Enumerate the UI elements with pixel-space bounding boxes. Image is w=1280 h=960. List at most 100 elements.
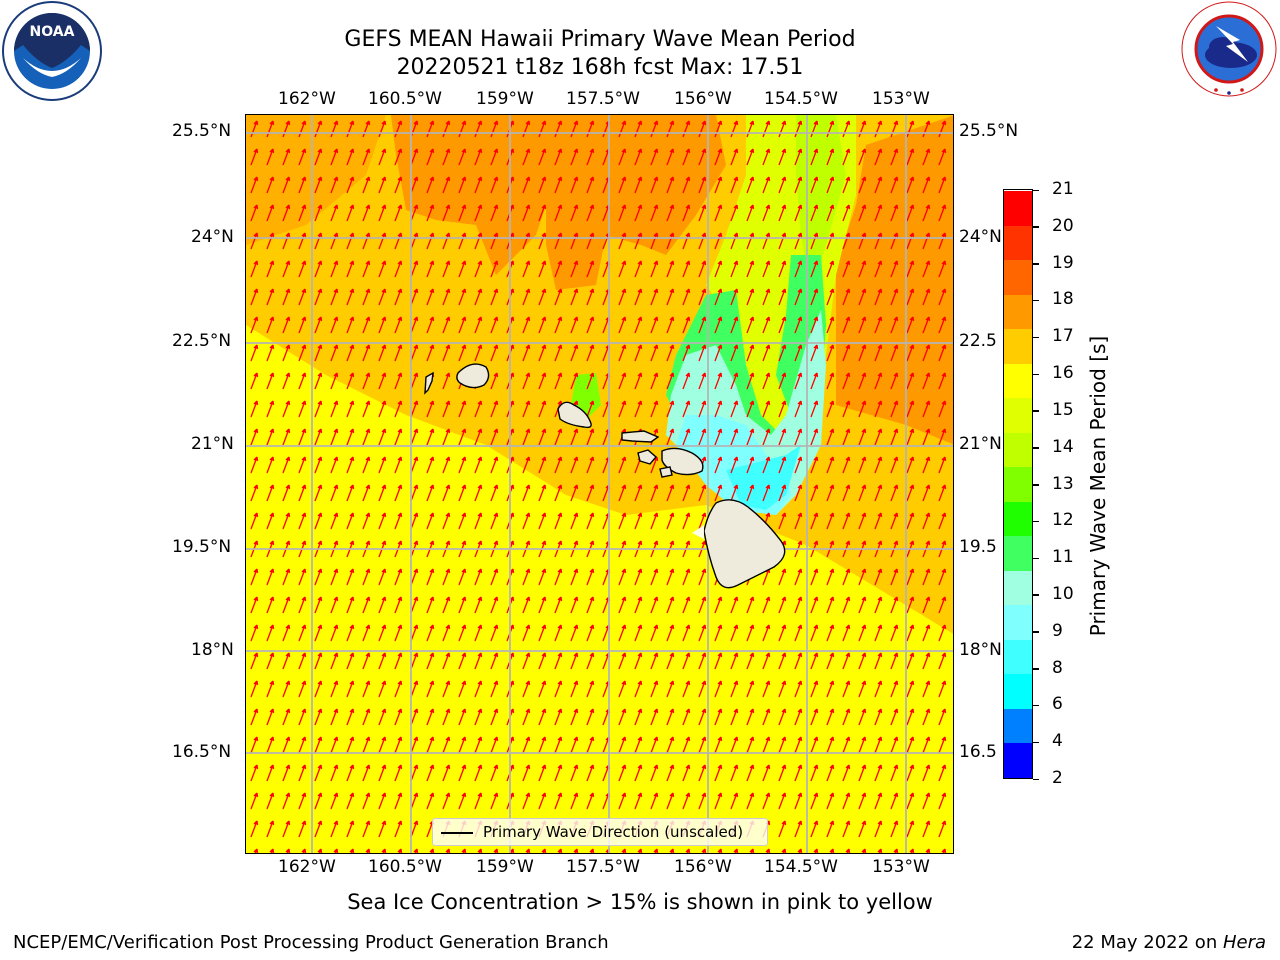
big-island-coastal-halo — [692, 525, 704, 539]
map-svg — [246, 115, 953, 853]
colorbar-segment — [1004, 708, 1032, 744]
colorbar-tick-mark — [1033, 189, 1039, 191]
colorbar-segment — [1004, 570, 1032, 606]
island-hawaii — [703, 499, 786, 589]
legend-label: Primary Wave Direction (unscaled) — [483, 823, 744, 841]
lon-label-bottom-2: 159°W — [476, 857, 534, 877]
chart-title-line-2: 20220521 t18z 168h fcst Max: 17.51 — [396, 55, 804, 80]
colorbar-segment — [1004, 535, 1032, 571]
colorbar-tick-mark — [1033, 373, 1039, 376]
colorbar-tick-mark — [1033, 631, 1039, 633]
noaa-logo-text: NOAA — [30, 24, 75, 40]
colorbar-tick-mark — [1033, 520, 1039, 523]
legend-line-sample — [441, 832, 473, 834]
colorbar-tick-mark — [1033, 447, 1039, 449]
colorbar-tick-mark — [1033, 557, 1039, 560]
colorbar-tick-label: 14 — [1052, 436, 1074, 457]
colorbar-tick-mark — [1033, 299, 1039, 302]
sea-ice-caption: Sea Ice Concentration > 15% is shown in … — [347, 890, 933, 914]
chart-title-line-1: GEFS MEAN Hawaii Primary Wave Mean Perio… — [344, 27, 856, 52]
colorbar-tick-label: 12 — [1052, 510, 1074, 531]
colorbar-segment — [1004, 363, 1032, 399]
lat-label-left-4: 19.5°N — [172, 537, 232, 557]
colorbar-segment — [1004, 466, 1032, 502]
colorbar-tick-label: 18 — [1052, 289, 1074, 310]
colorbar-tick-label: 17 — [1052, 326, 1074, 347]
colorbar-segment — [1004, 328, 1032, 364]
lon-label-bottom-5: 154.5°W — [764, 857, 838, 877]
lon-label-top-1: 160.5°W — [368, 89, 442, 109]
footer-left: NCEP/EMC/Verification Post Processing Pr… — [13, 932, 609, 953]
colorbar-tick-mark — [1033, 484, 1039, 486]
colorbar-label: Primary Wave Mean Period [s] — [1086, 335, 1110, 637]
colorbar-segment — [1004, 639, 1032, 675]
lat-label-right-5: 18°N — [959, 640, 1002, 660]
footer-date: 22 May 2022 on — [1071, 932, 1223, 953]
lon-label-top-0: 162°W — [278, 89, 336, 109]
lat-label-left-0: 25.5°N — [172, 121, 232, 141]
lon-label-bottom-0: 162°W — [278, 857, 336, 877]
colorbar-tick-mark — [1033, 778, 1039, 780]
lat-label-left-6: 16.5°N — [172, 742, 232, 762]
colorbar-tick-label: 20 — [1052, 215, 1074, 236]
colorbar-segment — [1004, 294, 1032, 330]
colorbar-segment — [1004, 604, 1032, 640]
lon-label-top-5: 154.5°W — [764, 89, 838, 109]
wave-period-map — [245, 114, 954, 854]
colorbar-tick-label: 21 — [1052, 179, 1074, 199]
colorbar-tick-label: 8 — [1052, 657, 1063, 678]
colorbar-tick-label: 4 — [1052, 731, 1063, 752]
footer-right: 22 May 2022 on Hera — [1072, 932, 1266, 953]
colorbar-tick-label: 13 — [1052, 473, 1074, 494]
colorbar-tick-label: 15 — [1052, 399, 1074, 420]
island-oahu — [557, 401, 592, 429]
map-legend: Primary Wave Direction (unscaled) — [432, 818, 768, 846]
lon-label-top-2: 159°W — [476, 89, 534, 109]
lat-label-right-0: 25.5°N — [959, 121, 1019, 141]
colorbar-tick-label: 16 — [1052, 363, 1074, 384]
nws-logo — [1178, 0, 1280, 98]
colorbar-segment — [1004, 432, 1032, 468]
island-lanai — [637, 449, 657, 465]
footer-machine: Hera — [1222, 932, 1266, 953]
colorbar-segment — [1004, 225, 1032, 261]
colorbar-segment — [1004, 259, 1032, 295]
lon-label-top-6: 153°W — [872, 89, 930, 109]
colorbar-tick-label: 2 — [1052, 768, 1063, 788]
lat-label-right-3: 21°N — [959, 434, 1002, 454]
colorbar — [1003, 189, 1033, 779]
graticule — [246, 115, 953, 853]
colorbar-tick-mark — [1033, 668, 1039, 670]
wave-direction-arrows — [246, 115, 953, 853]
colorbar-tick-mark — [1033, 704, 1039, 707]
lon-label-bottom-6: 153°W — [872, 857, 930, 877]
island-kauai — [456, 363, 490, 389]
noaa-logo: NOAA — [1, 0, 103, 102]
lon-label-bottom-4: 156°W — [674, 857, 732, 877]
colorbar-tick-mark — [1033, 741, 1039, 744]
colorbar-tick-mark — [1033, 410, 1039, 412]
lat-label-left-1: 24°N — [191, 227, 234, 247]
colorbar-tick-mark — [1033, 336, 1039, 339]
colorbar-segment — [1004, 501, 1032, 537]
lat-label-left-5: 18°N — [191, 640, 234, 660]
colorbar-segment — [1004, 742, 1032, 778]
colorbar-segment — [1004, 673, 1032, 709]
lon-label-bottom-1: 160.5°W — [368, 857, 442, 877]
lat-label-right-1: 24°N — [959, 227, 1002, 247]
lat-label-right-2: 22.5 — [959, 331, 997, 351]
lat-label-left-2: 22.5°N — [172, 331, 232, 351]
colorbar-segment — [1004, 190, 1032, 226]
lat-label-right-4: 19.5 — [959, 537, 997, 557]
colorbar-tick-label: 19 — [1052, 252, 1074, 273]
island-molokai — [621, 430, 660, 443]
colorbar-tick-label: 11 — [1052, 547, 1074, 568]
colorbar-segment — [1004, 397, 1032, 433]
lat-label-left-3: 21°N — [191, 434, 234, 454]
colorbar-tick-mark — [1033, 263, 1039, 265]
lon-label-bottom-3: 157.5°W — [566, 857, 640, 877]
lat-label-right-6: 16.5 — [959, 742, 997, 762]
colorbar-tick-label: 9 — [1052, 620, 1063, 641]
island-kahoolawe — [659, 466, 673, 478]
colorbar-tick-label: 10 — [1052, 583, 1074, 604]
